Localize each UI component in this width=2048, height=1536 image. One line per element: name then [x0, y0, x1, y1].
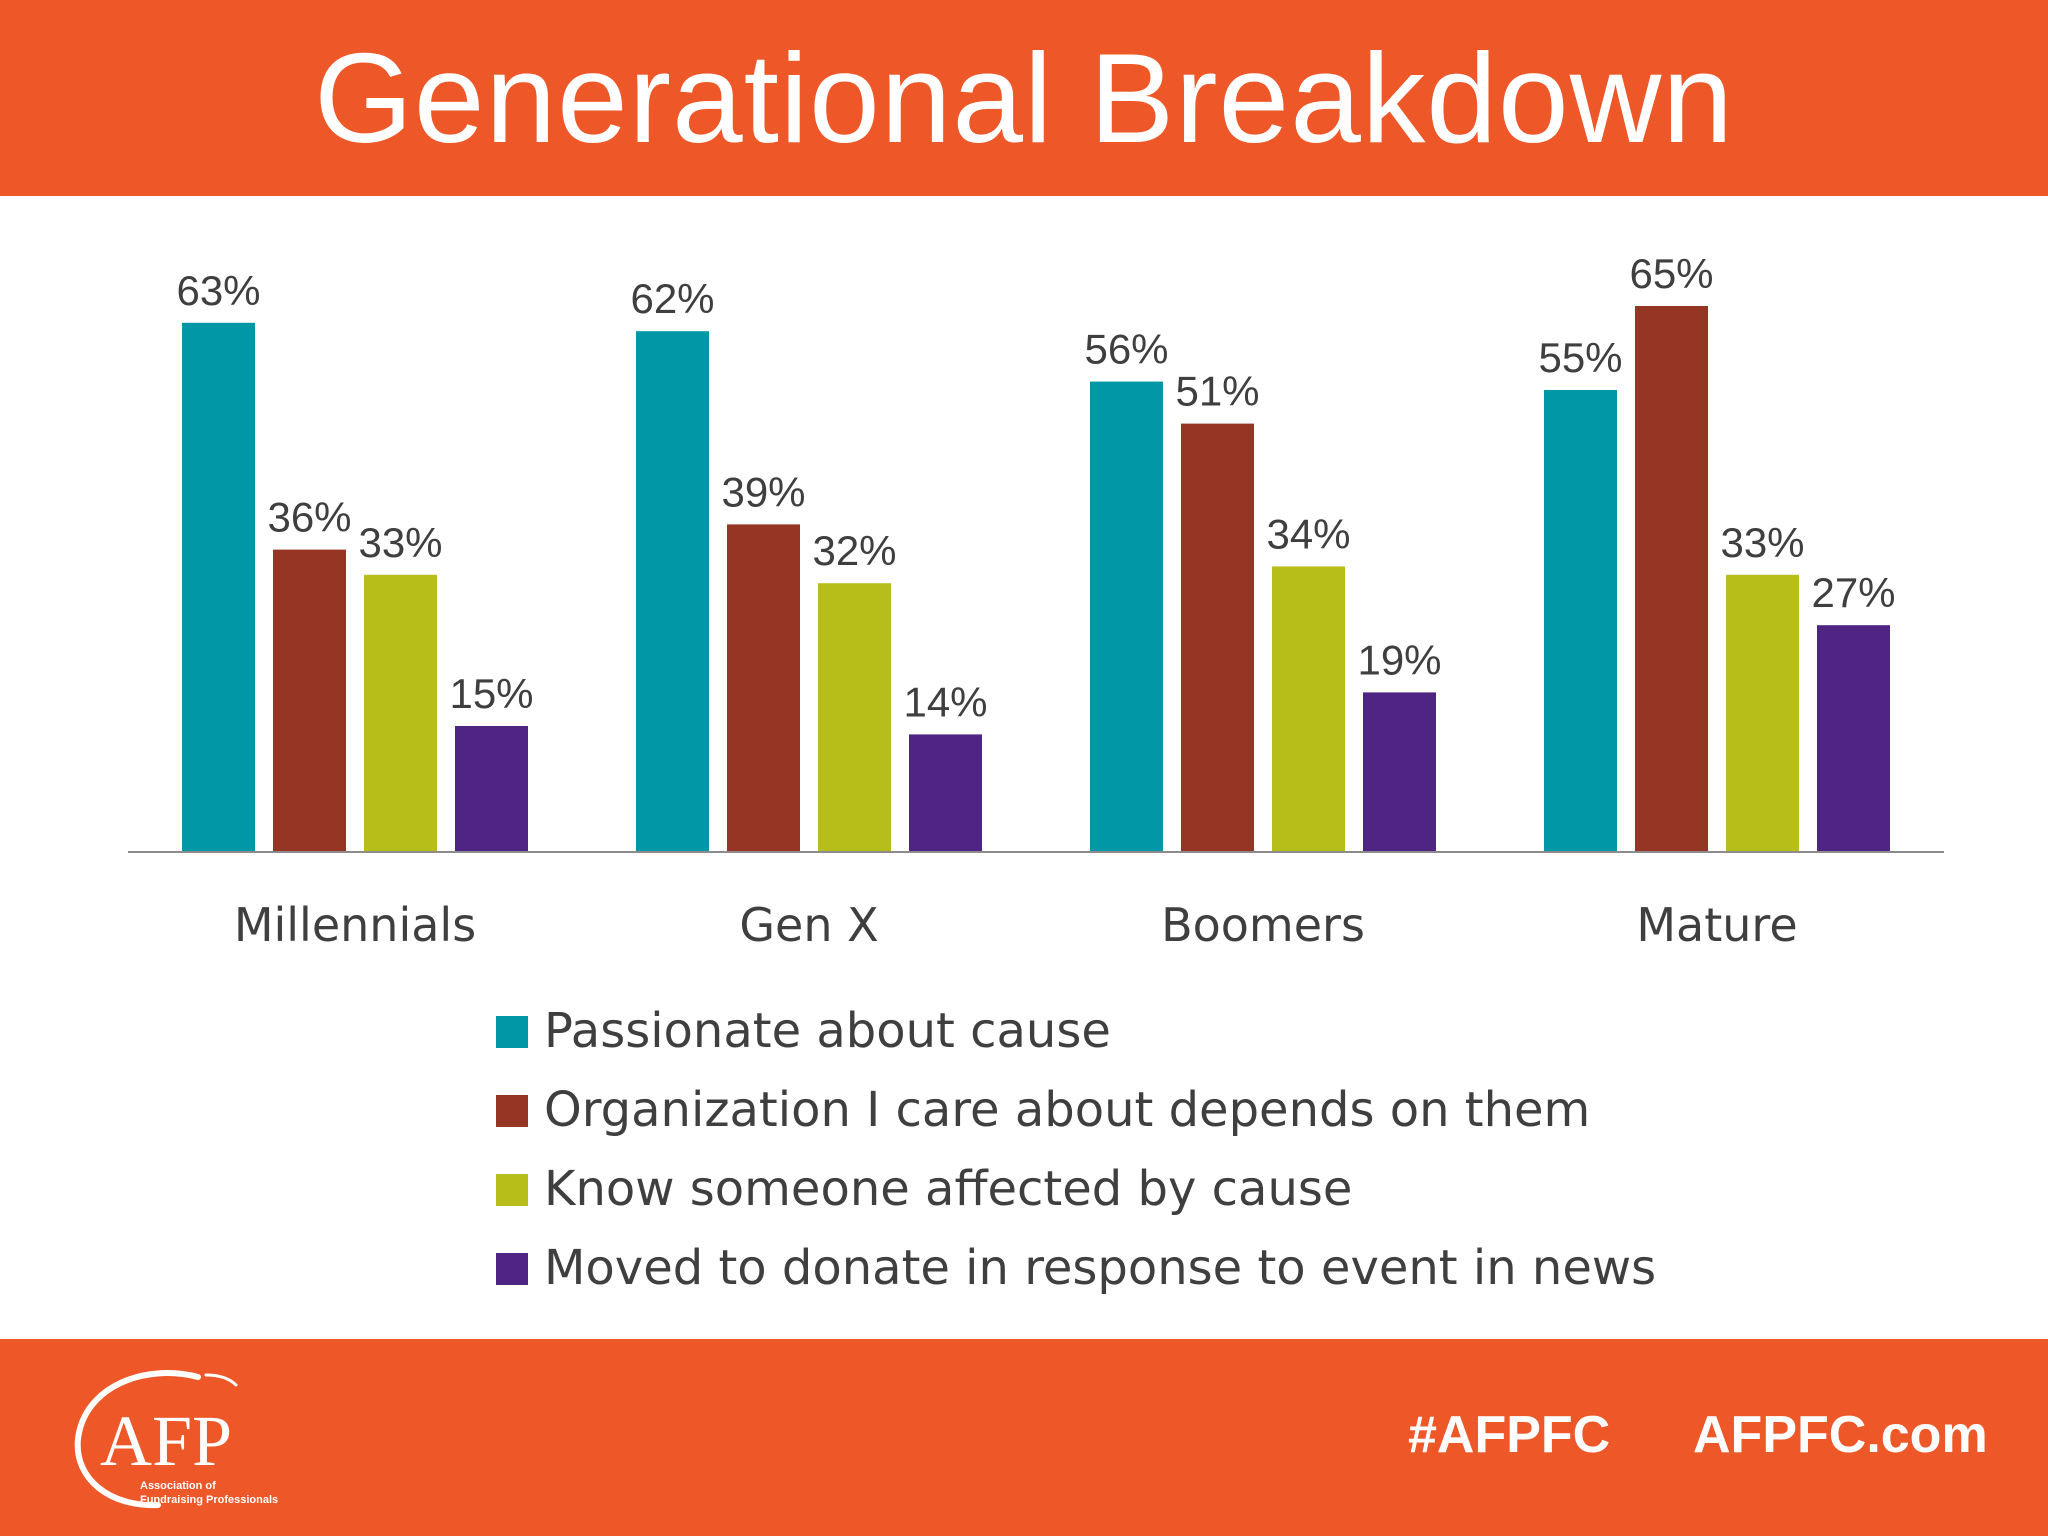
- data-label: 62%: [630, 275, 714, 322]
- footer-website-link[interactable]: AFPFC.com: [1693, 1406, 1988, 1464]
- category-label: Boomers: [1161, 898, 1365, 952]
- footer-hashtag: #AFPFC: [1408, 1406, 1611, 1464]
- legend-label: Passionate about cause: [544, 1003, 1111, 1059]
- bar: [727, 524, 800, 852]
- data-label: 27%: [1811, 569, 1895, 616]
- data-label: 33%: [358, 519, 442, 566]
- data-label: 33%: [1720, 519, 1804, 566]
- logo-text: AFP: [100, 1401, 232, 1481]
- data-label: 51%: [1175, 368, 1259, 415]
- bar: [1363, 692, 1436, 852]
- data-label: 55%: [1538, 334, 1622, 381]
- bar: [182, 322, 255, 852]
- data-label: 36%: [267, 494, 351, 541]
- bar: [1635, 306, 1708, 852]
- category-label: Gen X: [739, 898, 878, 952]
- legend-label: Know someone affected by cause: [544, 1161, 1353, 1217]
- category-label: Mature: [1636, 898, 1797, 952]
- bar: [1817, 625, 1890, 852]
- page-title: Generational Breakdown: [314, 27, 1734, 169]
- data-label: 32%: [812, 527, 896, 574]
- data-label: 56%: [1084, 326, 1168, 373]
- bar: [1181, 423, 1254, 852]
- bar: [1272, 566, 1345, 852]
- legend-swatch: [496, 1016, 528, 1048]
- logo-subtext: Association of: [140, 1480, 216, 1492]
- bar: [636, 331, 709, 852]
- category-label: Millennials: [234, 898, 476, 952]
- header-band: Generational Breakdown: [0, 0, 2048, 196]
- data-label: 14%: [903, 678, 987, 725]
- bar: [1726, 574, 1799, 852]
- logo-subtext: Fundraising Professionals: [140, 1494, 278, 1506]
- data-label: 39%: [721, 468, 805, 515]
- footer-band: AFP Association of Fundraising Professio…: [0, 1339, 2048, 1536]
- legend-swatch: [496, 1253, 528, 1285]
- data-label: 63%: [176, 267, 260, 314]
- bar: [818, 583, 891, 852]
- data-label: 15%: [449, 670, 533, 717]
- legend-swatch: [496, 1095, 528, 1127]
- bar: [364, 574, 437, 852]
- legend-label: Moved to donate in response to event in …: [544, 1240, 1657, 1296]
- bar: [455, 726, 528, 852]
- data-label: 34%: [1266, 510, 1350, 557]
- data-label: 65%: [1629, 250, 1713, 297]
- bar: [909, 734, 982, 852]
- legend-label: Organization I care about depends on the…: [544, 1082, 1591, 1138]
- legend-swatch: [496, 1174, 528, 1206]
- data-label: 19%: [1357, 636, 1441, 683]
- bar: [273, 549, 346, 852]
- bar: [1090, 381, 1163, 852]
- afp-logo-icon: AFP Association of Fundraising Professio…: [74, 1370, 278, 1509]
- bar: [1544, 390, 1617, 852]
